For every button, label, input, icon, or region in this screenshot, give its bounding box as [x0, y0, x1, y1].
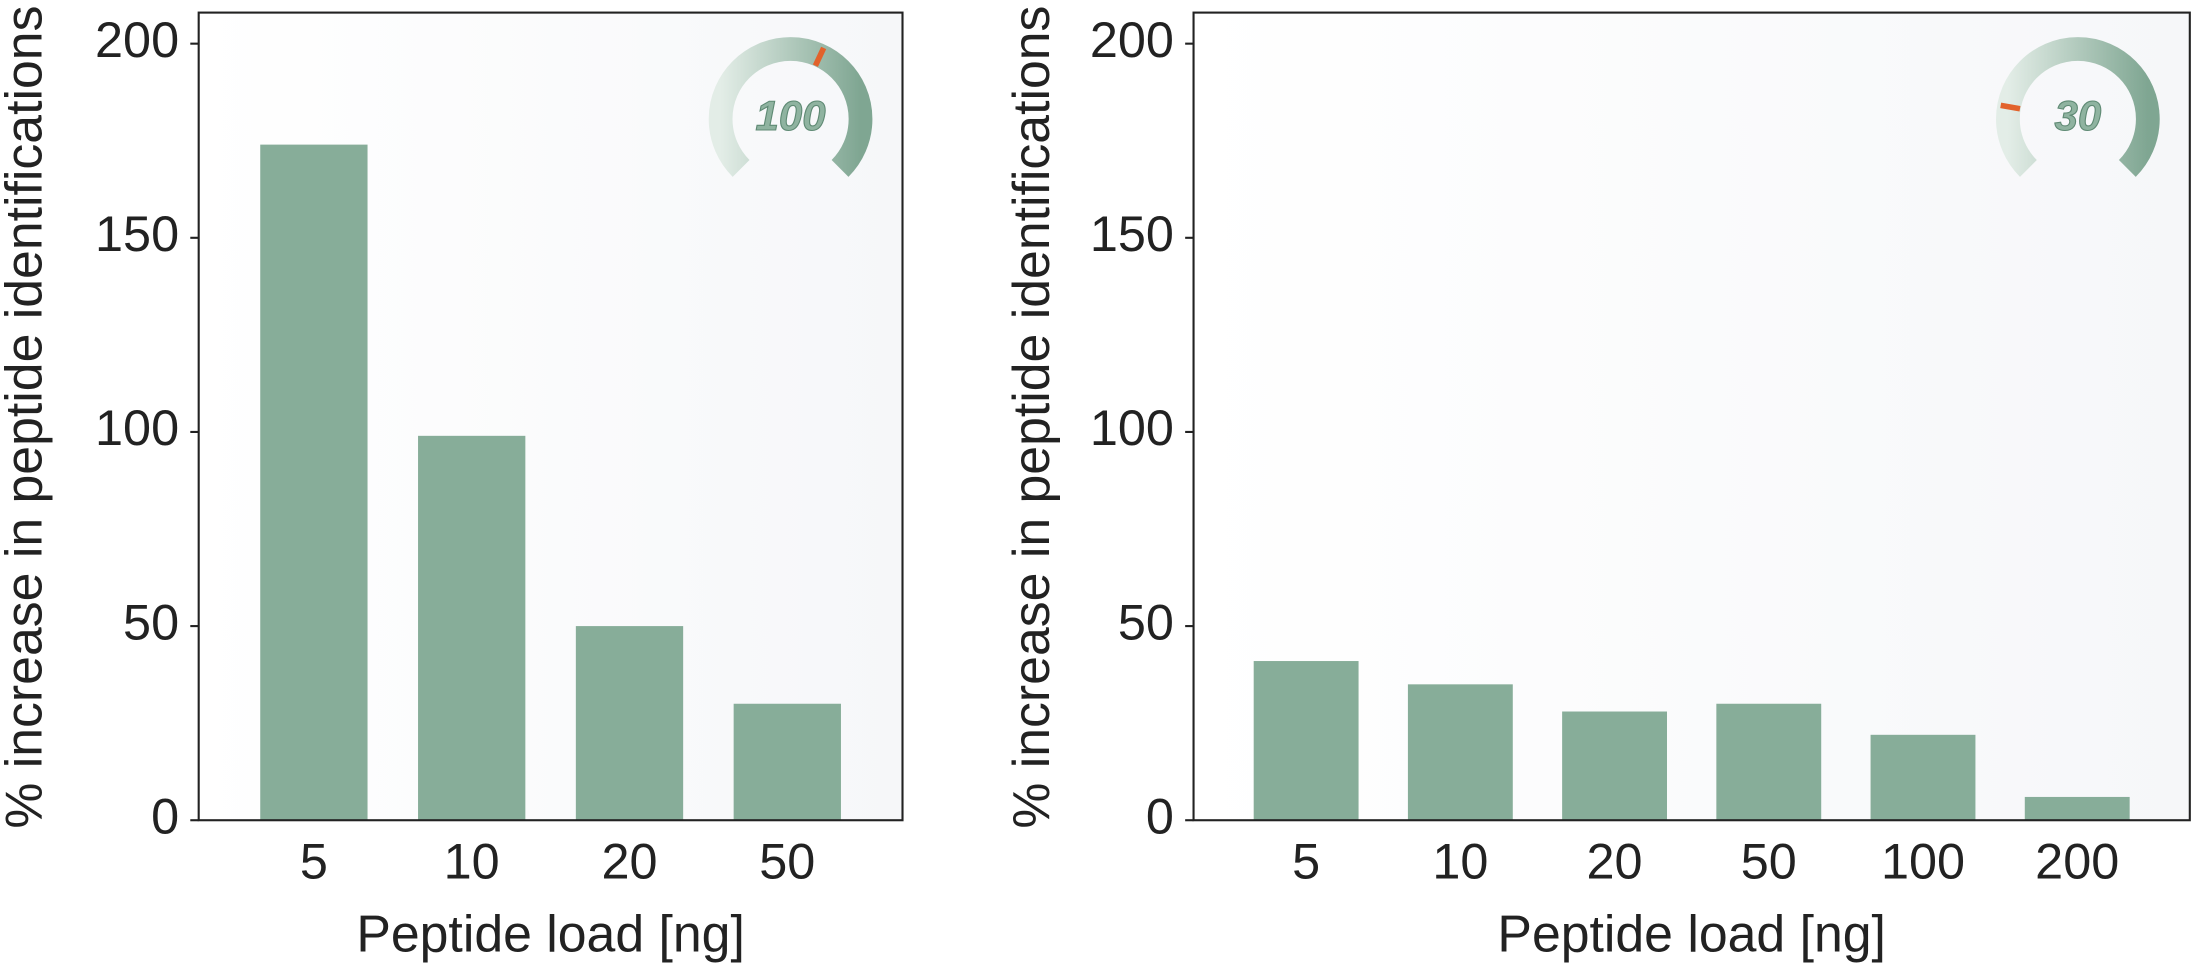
y-tick-label: 50 [123, 593, 179, 650]
bar [575, 626, 684, 821]
x-tick-label: 5 [300, 832, 328, 889]
y-tick-label: 100 [1090, 399, 1174, 456]
gauge-badge: 30 [2055, 92, 2102, 139]
bar [1870, 734, 1976, 821]
x-tick-label: 10 [1432, 832, 1488, 889]
y-tick-label: 100 [95, 399, 179, 456]
y-tick-label: 200 [1090, 11, 1174, 68]
x-tick-label: 50 [759, 832, 815, 889]
y-tick-label: 0 [151, 788, 179, 845]
x-tick-label: 5 [1292, 832, 1320, 889]
x-tick-label: 20 [601, 832, 657, 889]
plot-frame [197, 11, 904, 822]
bar [1253, 661, 1359, 821]
x-tick-label: 100 [1881, 832, 1965, 889]
x-tick-label: 200 [2035, 832, 2119, 889]
y-axis-label: % increase in peptide identifications [1002, 6, 1060, 829]
bar [418, 435, 526, 821]
x-axis-label: Peptide load [ng] [356, 904, 744, 962]
bar [2024, 796, 2130, 821]
gauge-needle [812, 46, 827, 67]
bar [1562, 711, 1667, 821]
y-tick-label: 0 [1146, 788, 1174, 845]
y-tick-label: 50 [1118, 593, 1174, 650]
y-tick-label: 150 [1090, 205, 1174, 262]
bar [260, 144, 368, 821]
y-tick-label: 150 [95, 205, 179, 262]
y-tick-label: 200 [95, 11, 179, 68]
gauge-needle [2000, 102, 2021, 112]
gauge-arc [708, 37, 873, 177]
x-axis-label: Peptide load [ng] [1497, 904, 1885, 962]
x-tick-label: 10 [444, 832, 500, 889]
gauge-arc [1996, 37, 2160, 177]
gauge-badge: 100 [756, 92, 826, 139]
bar [1716, 703, 1822, 821]
y-axis-label: % increase in peptide identifications [0, 6, 53, 829]
bar [733, 703, 841, 821]
plot-frame [1192, 11, 2191, 822]
bar [1407, 684, 1513, 821]
x-tick-label: 20 [1587, 832, 1643, 889]
x-tick-label: 50 [1741, 832, 1797, 889]
